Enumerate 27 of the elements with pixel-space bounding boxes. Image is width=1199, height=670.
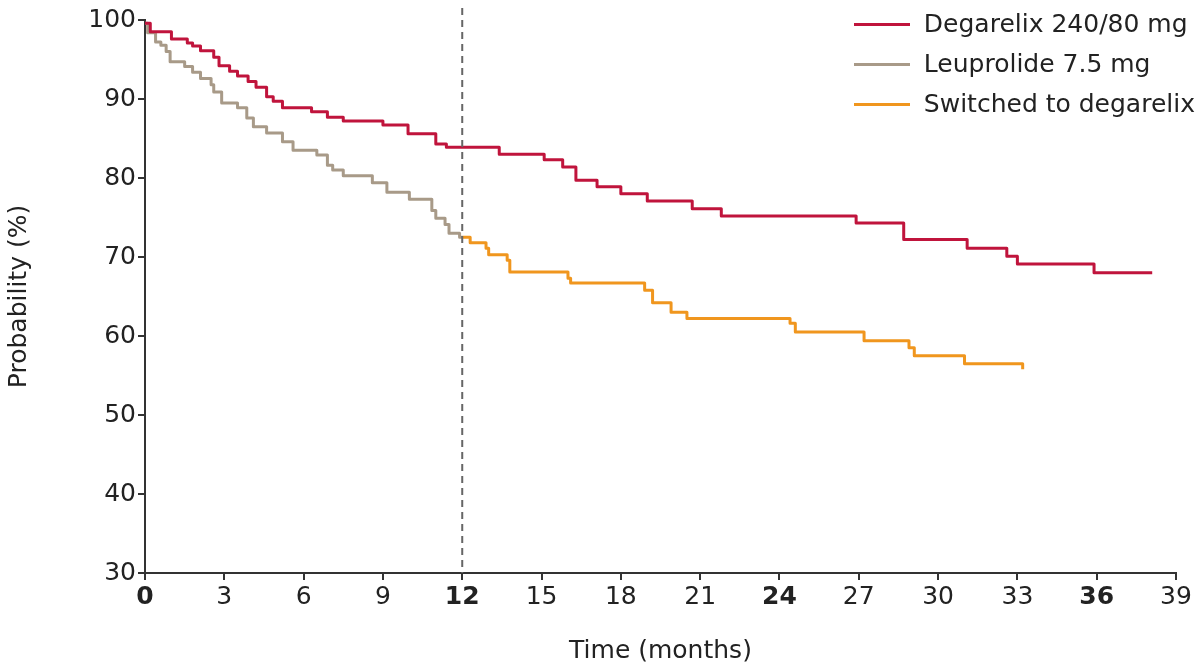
- x-tick-label: 30: [922, 580, 954, 610]
- y-tick-label: 70: [104, 240, 136, 270]
- x-tick-label: 27: [842, 580, 875, 610]
- y-tick-label: 90: [104, 82, 136, 112]
- x-tick-label: 0: [136, 580, 154, 610]
- y-tick-label: 50: [104, 398, 136, 428]
- x-tick-label: 24: [762, 580, 797, 610]
- y-tick-label: 100: [88, 3, 136, 33]
- x-tick-label: 33: [1001, 580, 1034, 610]
- x-axis-title: Time (months): [568, 634, 752, 664]
- legend-label: Degarelix 240/80 mg: [923, 8, 1188, 40]
- y-tick-label: 60: [104, 319, 136, 349]
- x-tick-label: 36: [1079, 580, 1115, 610]
- x-tick-label: 18: [604, 580, 637, 610]
- x-tick-label: 6: [295, 580, 312, 610]
- y-tick-label: 80: [104, 161, 136, 191]
- legend-label: Leuprolide 7.5 mg: [923, 48, 1151, 80]
- x-tick-label: 3: [216, 580, 233, 610]
- x-tick-label: 12: [444, 580, 480, 610]
- legend-label: Switched to degarelix: [923, 88, 1195, 120]
- y-tick-label: 30: [104, 556, 136, 586]
- x-tick-label: 15: [525, 580, 558, 610]
- x-tick-label: 39: [1160, 580, 1192, 610]
- y-tick-label: 40: [104, 477, 136, 507]
- x-tick-label: 21: [684, 580, 717, 610]
- x-tick-label: 9: [374, 580, 391, 610]
- y-axis-title: Probability (%): [2, 204, 32, 389]
